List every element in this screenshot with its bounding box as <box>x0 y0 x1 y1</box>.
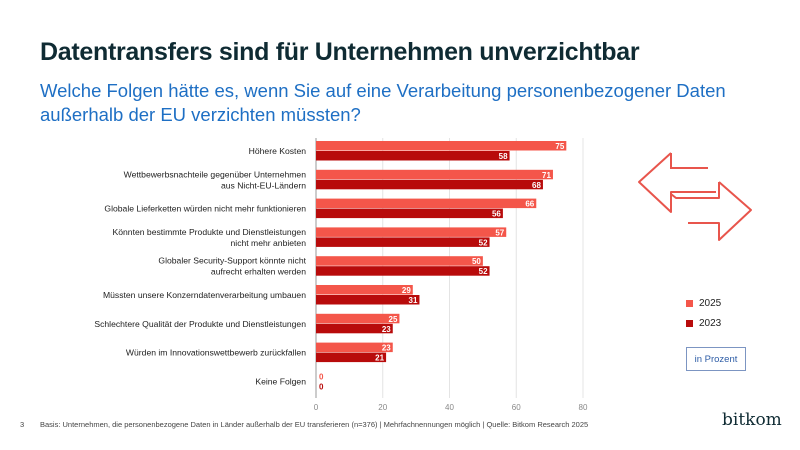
chart-subtitle: Welche Folgen hätte es, wenn Sie auf ein… <box>40 80 726 125</box>
bar-2025 <box>316 227 507 237</box>
data-label-2025: 66 <box>525 200 534 209</box>
legend: 2025 2023 <box>686 298 721 338</box>
data-label-2025: 57 <box>495 228 504 237</box>
legend-swatch-2025 <box>686 300 693 307</box>
data-label-2025: 23 <box>382 344 391 353</box>
bar-2025 <box>316 256 483 266</box>
bar-2025 <box>316 198 537 209</box>
x-tick-label: 20 <box>378 403 387 412</box>
x-tick-label: 40 <box>445 403 454 412</box>
data-label-2025: 25 <box>389 315 398 324</box>
bar-2023 <box>316 266 490 276</box>
x-tick-label: 0 <box>314 403 319 412</box>
data-label-2023: 23 <box>382 325 391 334</box>
category-label: Wettbewerbsnachteile gegenüber Unternehm… <box>124 169 307 190</box>
bar-2023 <box>316 179 543 190</box>
category-label: Globale Lieferketten würden nicht mehr f… <box>104 204 306 214</box>
data-label-2025: 50 <box>472 257 481 266</box>
category-label: Müssten unsere Konzerndatenverarbeitung … <box>103 290 306 300</box>
bar-2025 <box>316 285 413 295</box>
page-title: Datentransfers sind für Unternehmen unve… <box>40 38 640 66</box>
bar-2023 <box>316 352 387 363</box>
legend-item-2025: 2025 <box>686 298 721 309</box>
data-label-2023: 58 <box>499 152 508 161</box>
bar-2023 <box>316 151 510 161</box>
bar-2025 <box>316 169 553 180</box>
unit-badge: in Prozent <box>686 347 746 371</box>
x-tick-label: 80 <box>579 403 588 412</box>
category-label: Könnten bestimmte Produkte und Dienstlei… <box>113 227 307 248</box>
x-tick-label: 60 <box>512 403 521 412</box>
source-footnote: Basis: Unternehmen, die personenbezogene… <box>40 420 589 429</box>
data-label-2023: 52 <box>479 267 488 276</box>
bar-2023 <box>316 237 490 247</box>
bar-2023 <box>316 323 393 334</box>
data-label-2025: 71 <box>542 171 551 180</box>
data-label-2023: 0 <box>319 382 324 391</box>
category-label: Würden im Innovationswettbewerb zurückfa… <box>126 348 306 358</box>
data-label-2023: 52 <box>479 238 488 247</box>
category-label: Höhere Kosten <box>249 146 307 156</box>
data-label-2023: 31 <box>409 296 418 305</box>
legend-label: 2025 <box>699 298 722 309</box>
bar-2025 <box>316 141 567 151</box>
page-number: 3 <box>20 420 25 429</box>
category-label: Globaler Security-Support könnte nicht au… <box>158 256 306 277</box>
category-label: Keine Folgen <box>255 376 306 386</box>
bar-2023 <box>316 208 503 219</box>
legend-item-2023: 2023 <box>686 318 721 329</box>
legend-label: 2023 <box>699 318 722 329</box>
bar-2025 <box>316 342 393 353</box>
data-label-2025: 0 <box>319 372 324 381</box>
bar-2023 <box>316 295 420 305</box>
transfer-arrows-icon <box>638 152 752 241</box>
data-label-2025: 75 <box>555 142 564 151</box>
legend-swatch-2023 <box>686 320 693 327</box>
data-label-2025: 29 <box>402 286 411 295</box>
data-label-2023: 21 <box>375 354 384 363</box>
bar-2025 <box>316 313 400 324</box>
bitkom-logo: bitkom <box>722 410 782 430</box>
category-label: Schlechtere Qualität der Produkte und Di… <box>94 319 306 329</box>
data-label-2023: 56 <box>492 210 501 219</box>
data-label-2023: 68 <box>532 181 541 190</box>
